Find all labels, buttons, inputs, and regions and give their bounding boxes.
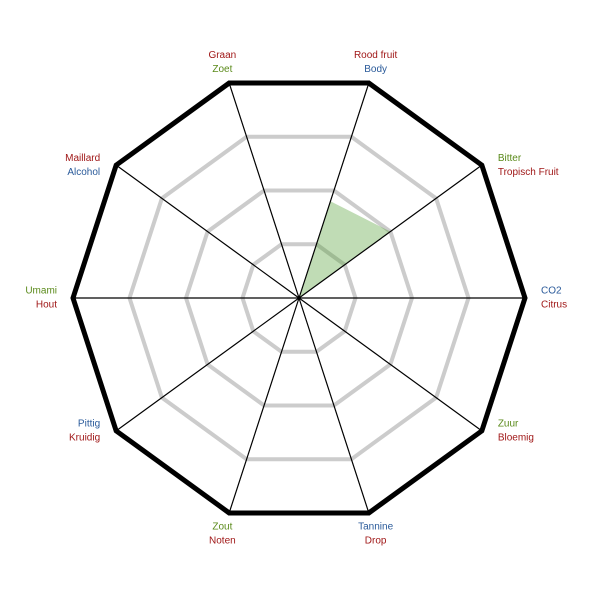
axis-label: Zoet	[212, 64, 232, 75]
axis-label: Zuur	[498, 418, 519, 429]
axis-label: Zout	[212, 522, 232, 533]
axis-label: Tropisch Fruit	[498, 167, 559, 178]
axis-label: Alcohol	[67, 167, 100, 178]
axis-label: Kruidig	[69, 432, 100, 443]
axis-line	[228, 82, 300, 299]
axis-label: Drop	[365, 536, 387, 547]
axis-label: Noten	[209, 536, 236, 547]
axis-line	[115, 164, 300, 299]
axis-line	[298, 164, 483, 299]
axis-line	[298, 297, 370, 514]
axis-label: Citrus	[541, 300, 567, 311]
axis-label: Body	[364, 64, 387, 75]
axis-line	[115, 297, 300, 432]
axis-label: Rood fruit	[354, 50, 398, 61]
axis-line	[228, 297, 300, 514]
axis-label: CO2	[541, 286, 562, 297]
axis-label: Pittig	[78, 418, 100, 429]
series-area	[299, 201, 391, 337]
axis-label: Bloemig	[498, 432, 534, 443]
axis-label: Tannine	[358, 522, 393, 533]
axis-line	[298, 297, 483, 432]
axis-label: Graan	[208, 50, 236, 61]
axis-label: Hout	[36, 300, 57, 311]
axis-label: Bitter	[498, 153, 522, 164]
axis-line	[298, 82, 370, 299]
axis-label: Umami	[25, 286, 57, 297]
axis-label: Maillard	[65, 153, 100, 164]
